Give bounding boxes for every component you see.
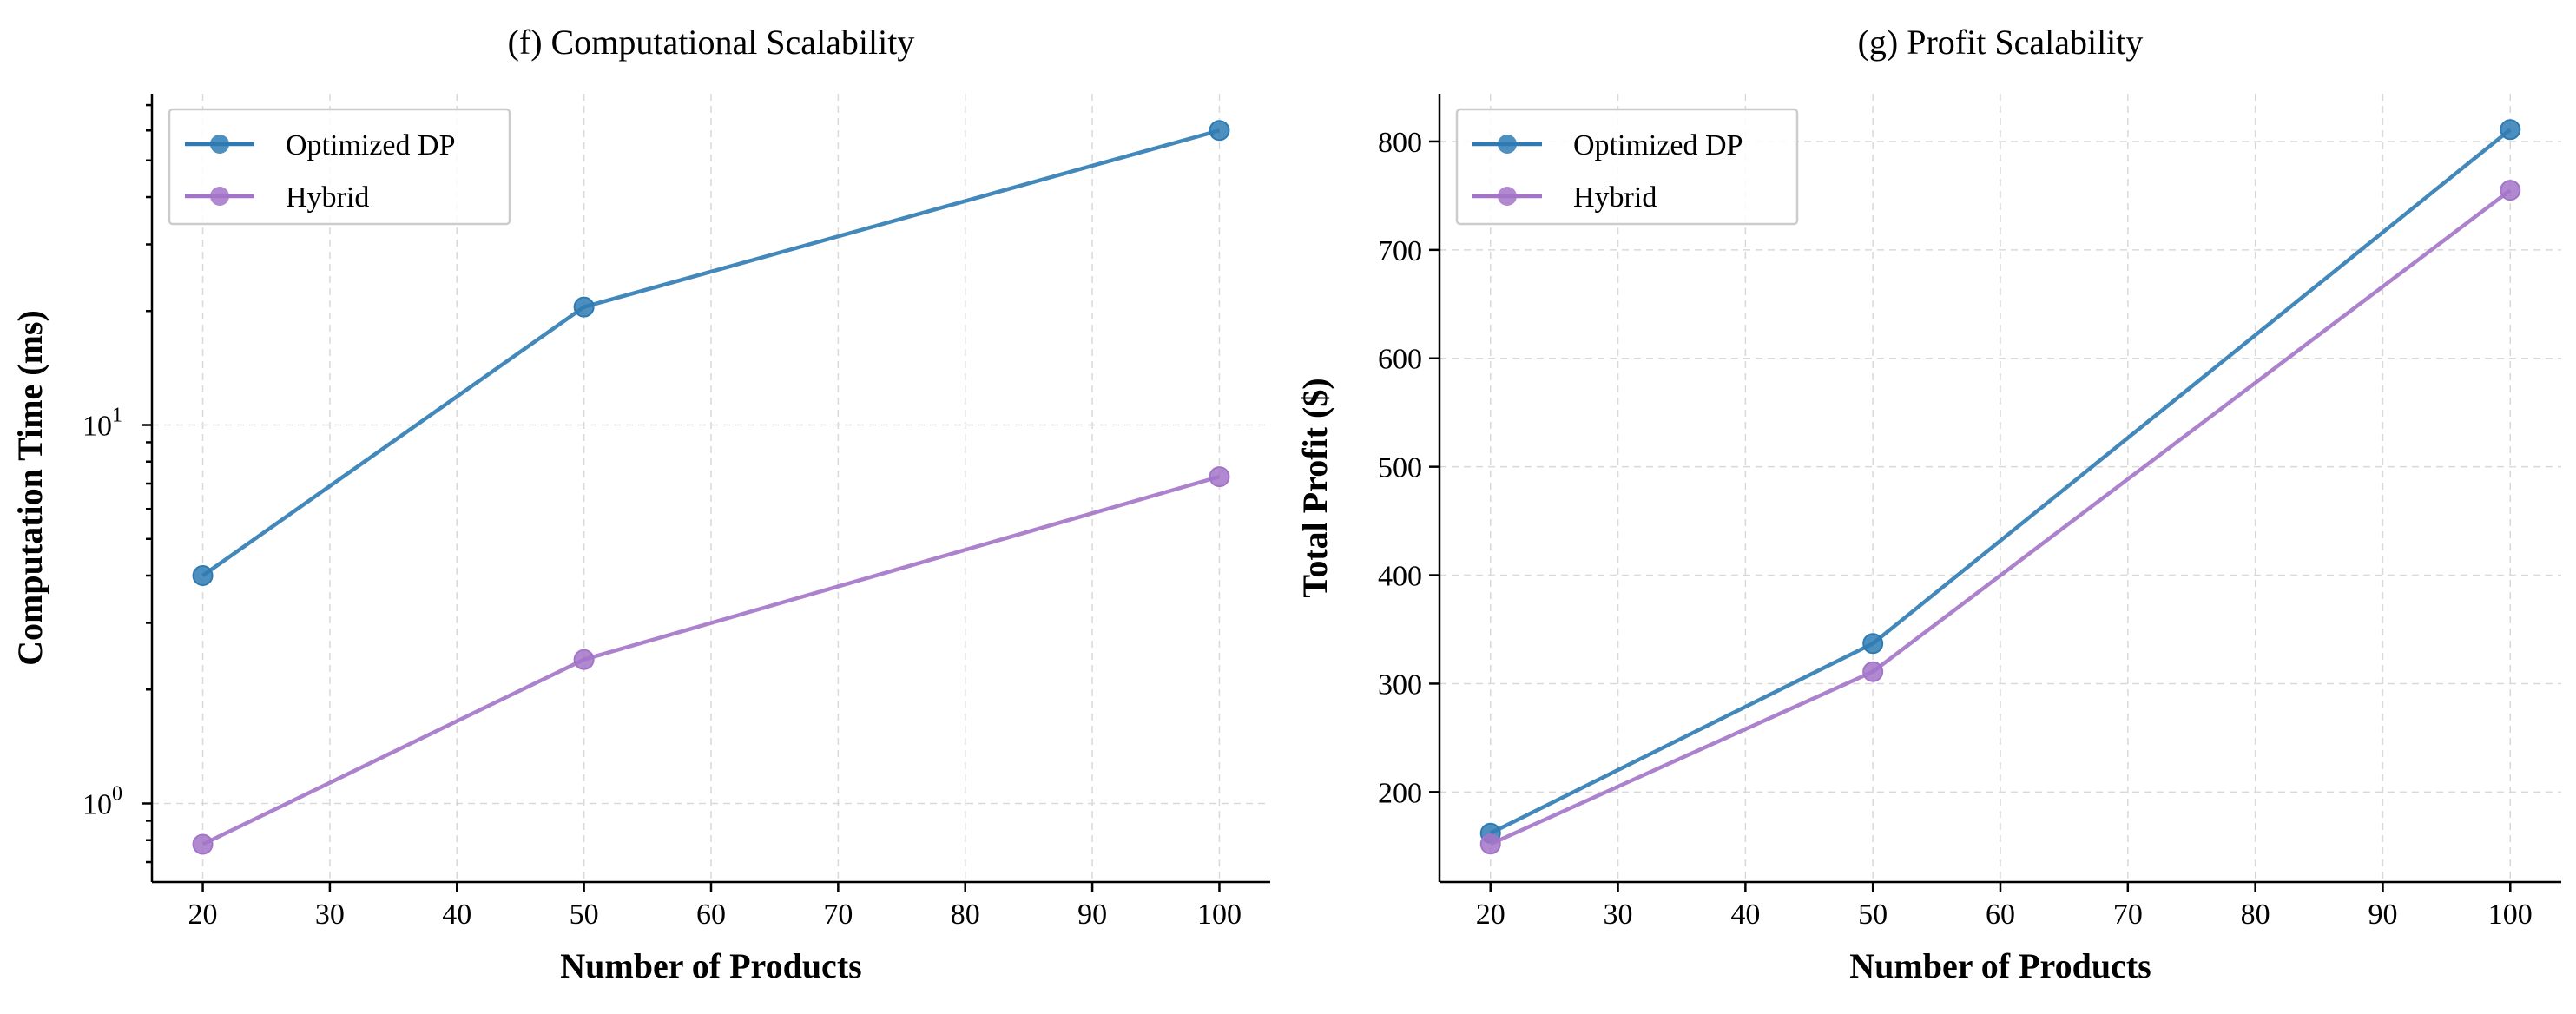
y-tick-label: 100 — [82, 782, 122, 820]
y-tick-label: 800 — [1378, 127, 1422, 159]
y-tick-label: 500 — [1378, 452, 1422, 484]
y-tick-label: 200 — [1378, 777, 1422, 809]
x-tick-label: 30 — [1604, 899, 1633, 931]
data-point — [192, 565, 214, 587]
y-tick-base: 10 — [82, 788, 112, 820]
x-tick-label: 90 — [1077, 899, 1107, 931]
data-point — [2500, 119, 2521, 141]
data-point — [1209, 120, 1230, 142]
legend: Optimized DP Hybrid — [1455, 108, 1799, 226]
x-tick-label: 100 — [2488, 899, 2533, 931]
legend-marker — [1498, 187, 1517, 206]
x-tick-label: 80 — [951, 899, 980, 931]
profit-scalability-chart: 20 30 40 50 60 70 80 90 100 200 300 400 500 600 700 800… — [1295, 23, 2561, 985]
legend-label: Optimized DP — [1573, 129, 1743, 161]
x-tick-label: 60 — [696, 899, 726, 931]
x-tick-label: 60 — [1986, 899, 2015, 931]
y-tick-exponent: 0 — [112, 782, 122, 805]
x-tick-label: 50 — [1858, 899, 1888, 931]
data-point — [192, 833, 214, 855]
y-tick-exponent: 1 — [112, 405, 122, 427]
legend: Optimized DP Hybrid — [168, 108, 511, 226]
y-tick-label: 400 — [1378, 561, 1422, 593]
y-axis-label: Computation Time (ms) — [10, 310, 49, 666]
y-tick-label: 700 — [1378, 235, 1422, 267]
x-tick-label: 100 — [1197, 899, 1242, 931]
grid — [152, 94, 1270, 882]
x-tick-label: 70 — [2113, 899, 2143, 931]
data-point — [573, 296, 595, 318]
legend-label: Hybrid — [1573, 181, 1657, 214]
series-1 — [192, 466, 1230, 855]
x-axis-label: Number of Products — [1849, 946, 2151, 985]
x-tick-label: 40 — [442, 899, 471, 931]
x-tick-label: 20 — [1476, 899, 1505, 931]
legend-label: Optimized DP — [286, 129, 455, 161]
y-tick-label: 600 — [1378, 344, 1422, 376]
data-point — [573, 649, 595, 670]
x-axis-label: Number of Products — [560, 946, 861, 985]
y-tick-label: 101 — [82, 405, 122, 443]
x-tick-label: 20 — [188, 899, 218, 931]
y-axis-label: Total Profit ($) — [1295, 378, 1334, 597]
data-point — [1862, 633, 1884, 655]
x-tick-label: 30 — [315, 899, 345, 931]
x-tick-label: 40 — [1730, 899, 1760, 931]
data-point — [1862, 661, 1884, 682]
x-tick-label: 80 — [2241, 899, 2270, 931]
legend-marker — [210, 135, 229, 154]
series-0 — [192, 120, 1230, 587]
x-tick-label: 70 — [823, 899, 853, 931]
legend-marker — [1498, 135, 1517, 154]
y-tick-base: 10 — [82, 411, 112, 443]
legend-label: Hybrid — [286, 181, 369, 214]
chart-title: (g) Profit Scalability — [1858, 23, 2144, 62]
y-tick-label: 300 — [1378, 668, 1422, 701]
data-point — [1209, 466, 1230, 488]
data-point — [1479, 833, 1501, 855]
x-tick-label: 50 — [570, 899, 599, 931]
chart-title: (f) Computational Scalability — [508, 23, 915, 62]
x-tick-label: 90 — [2368, 899, 2397, 931]
data-point — [2500, 180, 2521, 201]
series-1 — [1479, 180, 2521, 855]
legend-marker — [210, 187, 229, 206]
